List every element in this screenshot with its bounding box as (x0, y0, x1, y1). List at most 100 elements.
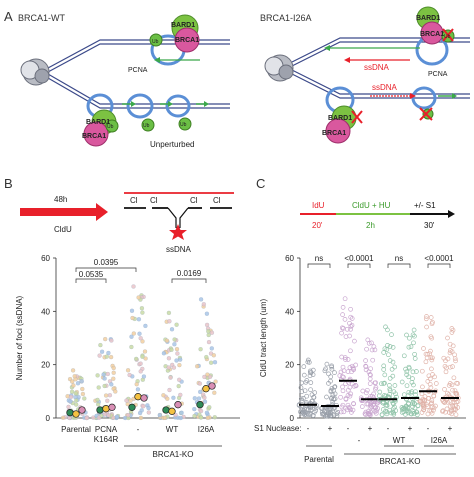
c-bracket-4 (427, 263, 451, 268)
b-point (105, 398, 110, 403)
c-point (381, 350, 387, 355)
panel-c-label: C (256, 176, 265, 191)
c-point (364, 346, 369, 352)
b-point (201, 302, 206, 307)
c-point (411, 340, 416, 346)
c-point (350, 365, 356, 371)
panel-c: C IdU CldU + HU +/- S1 20' 2h 30' 0 20 40 6… (254, 176, 466, 466)
b-point (177, 377, 182, 382)
c-point (422, 397, 428, 403)
c-point (421, 405, 427, 410)
wt-lower-rings (83, 93, 209, 147)
c-point (412, 333, 417, 339)
c-point (329, 363, 334, 369)
c-point (422, 394, 428, 399)
c-point (345, 393, 351, 398)
c-point (348, 306, 353, 312)
c-point (340, 384, 345, 390)
c-point (339, 330, 344, 336)
b-group-label: BRCA1-KO (153, 450, 194, 459)
c-t1-text: 20' (312, 221, 323, 230)
b-xlabel-parental: Parental (61, 425, 91, 434)
c-point (381, 363, 387, 369)
b-point (172, 342, 177, 347)
b-point (72, 374, 77, 379)
b-point (68, 399, 73, 404)
b-point (138, 369, 143, 374)
b-point (178, 415, 183, 421)
wt-lower-bard1-text: BARD1 (86, 119, 110, 126)
c-point (390, 409, 396, 415)
b-point (96, 385, 101, 390)
b-point (79, 379, 84, 384)
c-point (343, 381, 348, 387)
c-point (307, 373, 313, 379)
i26a-lower-complex (325, 86, 437, 144)
b-point (192, 407, 197, 412)
c-point (391, 412, 397, 417)
b-point (174, 358, 179, 363)
c-point (299, 389, 305, 395)
c-point (450, 387, 455, 393)
b-point (131, 284, 136, 289)
b-point (134, 382, 139, 387)
b-replicate-mean (134, 393, 142, 401)
b-point (129, 344, 134, 350)
c-point (363, 364, 369, 369)
c-point (401, 353, 407, 359)
c-point (401, 409, 407, 415)
c-point (374, 408, 379, 413)
c-point (363, 363, 368, 369)
c-point (328, 388, 334, 393)
c-point (328, 410, 333, 415)
b-ytick-label: 40 (41, 307, 50, 316)
b-point (67, 415, 72, 421)
c-point (307, 368, 313, 374)
b-bracket-1 (75, 267, 137, 272)
c-point (411, 327, 417, 333)
b-point (169, 327, 175, 332)
c-sub-ko: - (358, 436, 361, 445)
b-point (205, 322, 210, 327)
b-point (108, 355, 114, 360)
b-point (95, 397, 100, 402)
c-point (427, 381, 433, 387)
b-point (131, 331, 136, 336)
c-point (455, 405, 461, 410)
b-y-ticks: 0 20 40 60 (41, 254, 56, 423)
c-point (412, 351, 417, 357)
b-point (68, 394, 74, 399)
c-point (415, 403, 421, 409)
c-point (348, 324, 354, 329)
b-pval-3: 0.0169 (177, 269, 202, 278)
b-replicate-mean (140, 394, 148, 402)
c-point (428, 385, 434, 390)
c-point (443, 358, 448, 364)
c-ytick-label: 0 (290, 414, 295, 423)
b-point (179, 410, 184, 415)
c-point (440, 408, 445, 414)
b-cl-text-4: Cl (213, 196, 221, 205)
c-point (413, 392, 418, 397)
c-point (389, 366, 395, 372)
c-ytick-label: 40 (285, 307, 294, 316)
b-point (197, 381, 202, 386)
b-point (165, 396, 170, 401)
c-point (308, 407, 314, 413)
c-point (392, 383, 398, 388)
b-replicate-mean (208, 382, 216, 390)
b-point (141, 404, 146, 409)
c-point (379, 412, 385, 418)
c-sign-row: - + - + - + - + (307, 424, 453, 433)
c-point (410, 376, 415, 381)
b-point (209, 360, 214, 365)
b-point (175, 351, 180, 356)
c-point (334, 413, 340, 418)
b-point (202, 395, 207, 400)
wt-unperturbed-text: Unperturbed (150, 140, 194, 149)
b-point (82, 396, 87, 401)
c-point (370, 357, 376, 363)
c-point (349, 369, 354, 375)
c-point (442, 363, 448, 369)
c-sign: + (368, 424, 373, 433)
